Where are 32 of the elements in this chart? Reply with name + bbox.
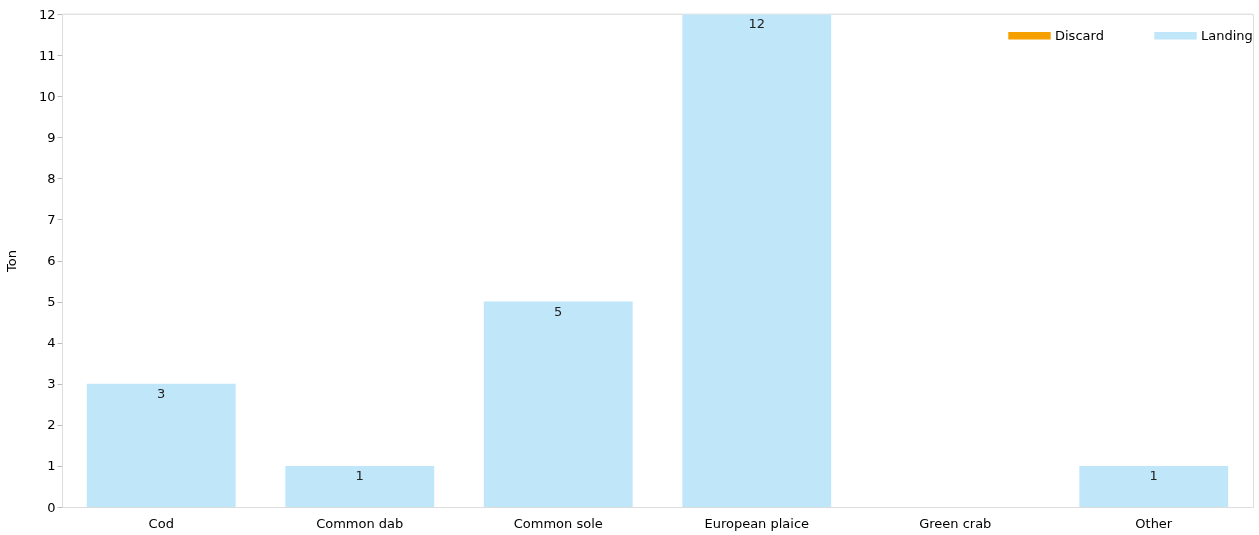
x-tick-label: Cod <box>148 515 174 531</box>
data-label: 5 <box>554 303 563 319</box>
data-label: 12 <box>748 16 766 31</box>
data-label: 1 <box>355 467 364 483</box>
x-tick-label: Common dab <box>316 515 404 531</box>
y-tick-label: 4 <box>47 335 56 351</box>
x-tick-label: Other <box>1135 515 1173 531</box>
x-tick-label: Common sole <box>513 515 603 531</box>
x-tick-label: Green crab <box>919 515 992 531</box>
y-tick-label: 7 <box>47 211 56 227</box>
y-axis-title: Ton <box>3 250 19 273</box>
data-label: 1 <box>1149 467 1158 483</box>
legend-label: Landing <box>1201 27 1253 43</box>
y-tick-label: 3 <box>47 376 56 392</box>
y-tick-label: 12 <box>38 6 56 22</box>
y-tick-label: 0 <box>47 499 56 515</box>
legend-label: Discard <box>1055 27 1104 43</box>
y-tick-label: 1 <box>47 458 56 474</box>
bar <box>483 301 633 507</box>
y-tick-label: 5 <box>47 294 56 310</box>
y-tick-label: 8 <box>47 170 56 186</box>
bar <box>285 465 435 507</box>
y-tick-label: 11 <box>38 47 56 63</box>
y-tick-label: 9 <box>47 129 56 145</box>
bar <box>1079 465 1229 507</box>
y-tick-label: 10 <box>38 88 56 104</box>
data-label: 3 <box>157 385 166 401</box>
bar <box>86 383 236 507</box>
y-tick-label: 6 <box>47 253 56 268</box>
bar <box>682 14 832 507</box>
x-tick-label: European plaice <box>704 515 810 531</box>
y-tick-label: 2 <box>47 417 56 433</box>
